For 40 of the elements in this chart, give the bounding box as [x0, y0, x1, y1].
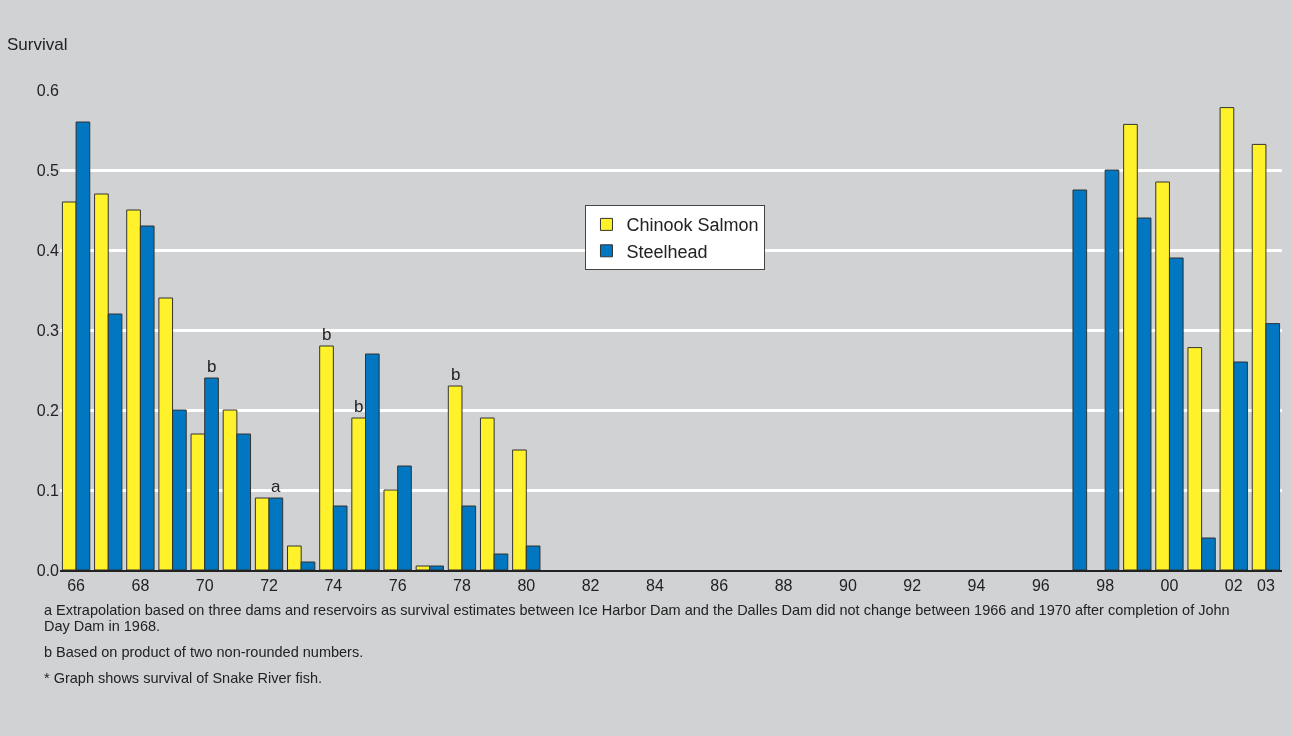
x-tick-label: 70: [195, 577, 214, 595]
legend-label: Steelhead: [626, 241, 708, 262]
annotation: a: [271, 477, 281, 496]
x-tick-label: 86: [710, 577, 729, 595]
text: * Graph shows survival of Snake River fish.: [44, 670, 324, 686]
text: b Based on product of two non-rounded numbers.: [44, 644, 365, 660]
x-tick-label: 94: [967, 577, 986, 595]
x-tick-label: 02: [1224, 577, 1243, 595]
annotation: b: [354, 397, 364, 416]
x-tick-label: 76: [388, 577, 407, 595]
y-axis-title: Survival: [7, 35, 68, 54]
x-tick-label: 82: [581, 577, 600, 595]
x-tick-label: 66: [67, 577, 86, 595]
y-tick-label: 0.4: [36, 241, 60, 259]
x-tick-label: 92: [903, 577, 922, 595]
x-tick-label: 03: [1257, 577, 1275, 595]
x-tick-label: 96: [1031, 577, 1050, 595]
y-tick-label: 0.6: [36, 81, 60, 99]
x-tick-label: 88: [774, 577, 793, 595]
annotation: b: [451, 365, 461, 384]
y-tick-label: 0.0: [36, 561, 60, 579]
y-tick-label: 0.3: [36, 321, 60, 339]
x-tick-label: 00: [1160, 577, 1179, 595]
x-tick-label: 74: [324, 577, 343, 595]
x-tick-label: 68: [131, 577, 150, 595]
y-tick-label: 0.2: [36, 401, 60, 419]
x-tick-label: 90: [838, 577, 857, 595]
annotation: b: [322, 325, 332, 344]
x-tick-label: 98: [1096, 577, 1115, 595]
legend-label: Chinook Salmon: [626, 215, 759, 236]
x-tick-label: 80: [517, 577, 536, 595]
x-tick-label: 84: [646, 577, 664, 595]
x-tick-label: 78: [453, 577, 471, 595]
bar: [1104, 169, 1120, 570]
bar: [1072, 189, 1088, 570]
annotation: b: [207, 357, 217, 376]
text: a Extrapolation based on three dams and reservoirs as survival estimates between Ice Harbor Dam and the Dalles Dam did not change between 1966 and 1970 after completion of John Day Dam in 1968.: [44, 602, 1231, 634]
y-tick-label: 0.5: [36, 161, 60, 179]
y-tick-label: 0.1: [36, 481, 60, 499]
x-tick-label: 72: [260, 577, 279, 595]
